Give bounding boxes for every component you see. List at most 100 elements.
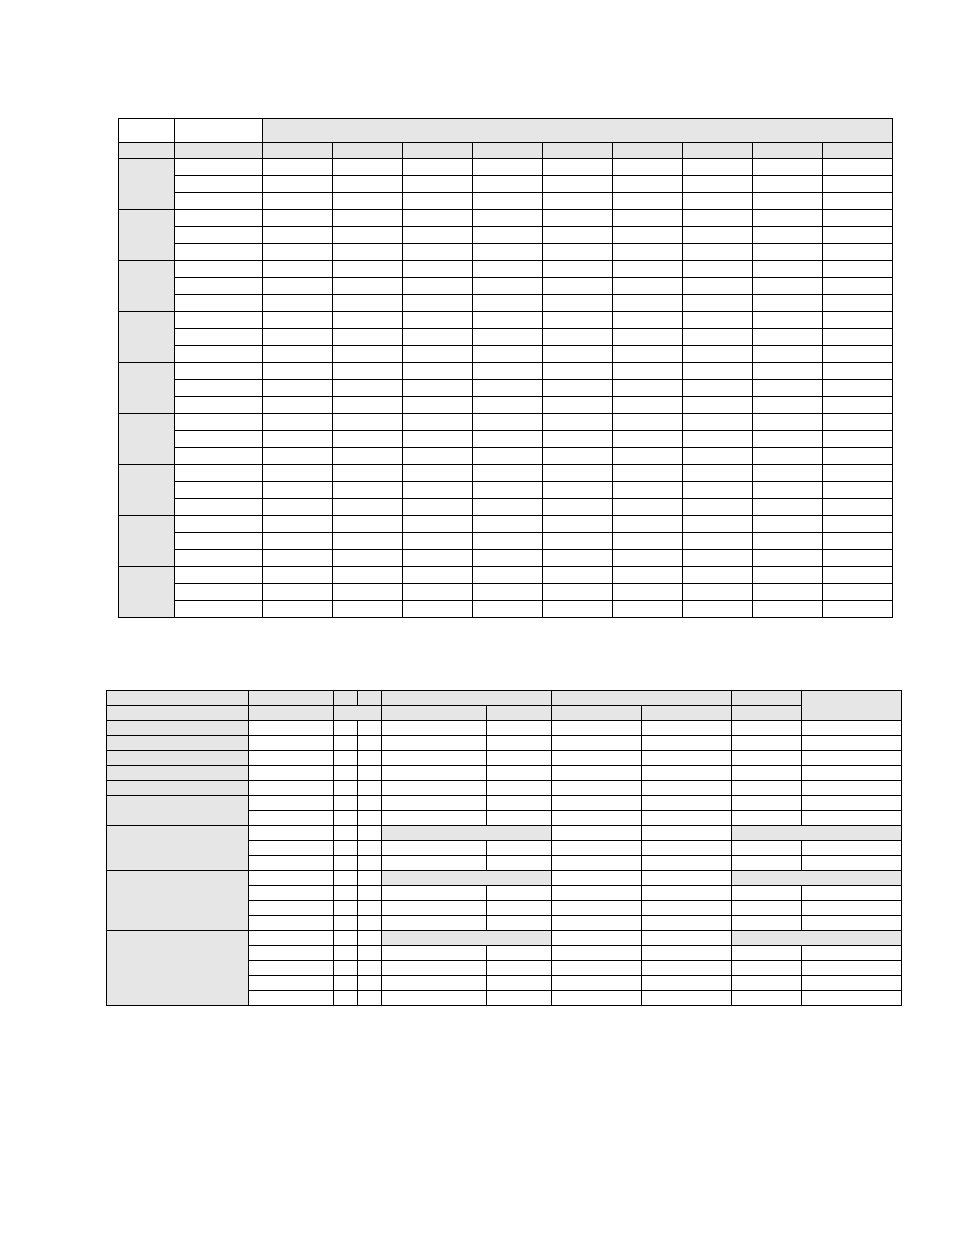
table-cell [543,261,613,278]
table-cell [249,841,334,856]
table-cell [802,916,902,931]
table-row [119,448,893,465]
table-cell [382,766,487,781]
table-cell [382,841,487,856]
table-cell [333,227,403,244]
table-cell [683,482,753,499]
table-cell [249,721,334,736]
table-cell [552,961,642,976]
table-cell [358,691,382,706]
table-cell [487,721,552,736]
table-cell [683,397,753,414]
table-cell [487,706,552,721]
table-cell [753,312,823,329]
table-cell [732,736,802,751]
table-cell [543,193,613,210]
table-cell [473,448,543,465]
table-cell [175,397,263,414]
table-cell [249,916,334,931]
table-cell [823,278,893,295]
table-cell [683,516,753,533]
table-cell [613,380,683,397]
table-cell [823,380,893,397]
table-cell [382,721,487,736]
table-cell [802,736,902,751]
table-cell [642,841,732,856]
table-cell [403,193,473,210]
table-cell [802,841,902,856]
table-cell [473,550,543,567]
table-cell [823,244,893,261]
table-row [119,567,893,584]
table-cell [333,448,403,465]
table-cell [683,550,753,567]
table-cell [382,856,487,871]
table-cell [249,886,334,901]
table-cell [613,499,683,516]
table-cell [249,856,334,871]
table-row [119,550,893,567]
table-cell [753,329,823,346]
table-cell [333,210,403,227]
table-cell [823,176,893,193]
table-cell [642,811,732,826]
table-cell [333,312,403,329]
table-cell [107,766,249,781]
table-cell [263,550,333,567]
table-cell [487,976,552,991]
table-cell [613,448,683,465]
table-row [119,482,893,499]
table-cell [683,295,753,312]
table-cell [263,261,333,278]
table-cell [333,482,403,499]
table-cell [473,193,543,210]
table-cell [175,244,263,261]
table-cell [552,976,642,991]
table-cell [642,781,732,796]
table-cell [552,871,642,886]
table-cell [403,295,473,312]
table-cell [552,826,642,841]
table-cell [382,991,487,1006]
table-cell [473,329,543,346]
table-cell [403,210,473,227]
table-row [107,871,902,886]
table-cell [543,550,613,567]
table-cell [683,176,753,193]
table-cell [732,691,802,706]
table-cell [382,826,552,841]
table-cell [403,380,473,397]
table-cell [382,796,487,811]
table-cell [334,811,358,826]
table-cell [358,931,382,946]
table-cell [119,143,175,159]
table-row [119,143,893,159]
table-cell [263,499,333,516]
table-cell [642,721,732,736]
table-cell [487,946,552,961]
table-cell [334,946,358,961]
table-cell [823,227,893,244]
table-cell [119,363,175,414]
table-row [119,193,893,210]
table-cell [382,916,487,931]
table-cell [683,448,753,465]
table-cell [358,751,382,766]
table-cell [358,781,382,796]
table-row [119,329,893,346]
table-cell [382,901,487,916]
table-row [119,516,893,533]
table-cell [382,871,552,886]
table-cell [802,856,902,871]
table-cell [333,159,403,176]
table-cell [823,448,893,465]
table-cell [263,176,333,193]
table-cell [823,397,893,414]
table-cell [823,567,893,584]
table-cell [119,312,175,363]
table-cell [823,465,893,482]
table-cell [487,811,552,826]
table-cell [403,550,473,567]
table-cell [487,916,552,931]
table-cell [263,346,333,363]
